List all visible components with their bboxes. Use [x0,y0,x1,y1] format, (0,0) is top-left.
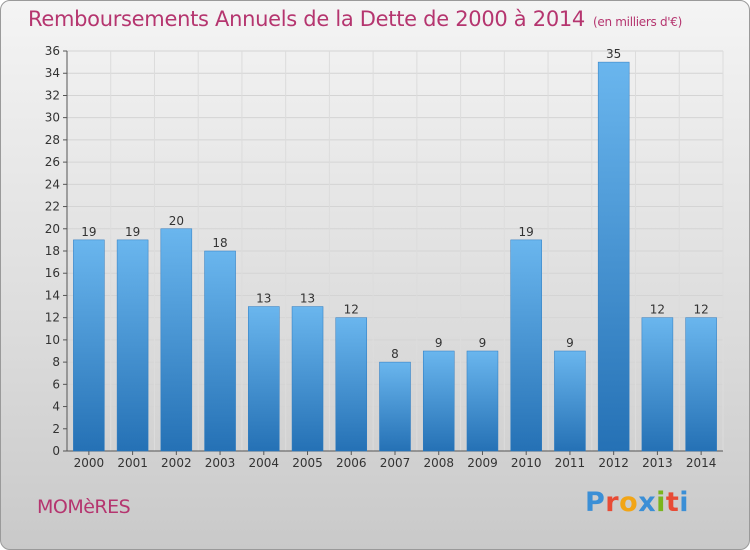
bar-2001 [116,239,149,452]
y-tick-label: 12 [45,311,60,325]
data-label: 9 [479,336,487,350]
y-tick-label: 30 [45,111,60,125]
y-tick-label: 14 [45,288,60,302]
bar-2014 [685,317,717,452]
y-tick-label: 4 [52,400,60,414]
bar-2007 [379,361,411,452]
y-tick-label: 10 [45,333,60,347]
y-tick-label: 34 [45,66,60,80]
data-label: 18 [212,236,227,250]
x-tick-label: 2013 [642,456,673,470]
y-tick-label: 18 [45,244,60,258]
data-label: 12 [650,303,665,317]
x-tick-label: 2002 [161,456,192,470]
data-label: 35 [606,47,621,61]
x-tick-label: 2005 [292,456,323,470]
bar-2003 [204,250,236,452]
x-tick-label: 2009 [467,456,498,470]
bar-2004 [248,306,280,452]
x-tick-label: 2004 [249,456,280,470]
bars [73,61,717,452]
chart-title: Remboursements Annuels de la Dette de 20… [28,7,682,31]
x-tick-label: 2007 [380,456,411,470]
logo-letter: o [619,487,639,518]
x-tick-label: 2010 [511,456,542,470]
bar-2000 [73,239,105,452]
y-tick-label: 24 [45,177,60,191]
y-tick-label: 2 [52,422,60,436]
x-tick-label: 2003 [205,456,236,470]
bar-2002 [160,228,193,452]
bar-2006 [335,317,368,452]
data-label: 19 [125,225,140,239]
logo-letter: t [665,487,680,518]
data-label: 12 [344,303,359,317]
y-tick-label: 22 [45,200,60,214]
bar-2012 [597,61,630,452]
data-label: 9 [435,336,443,350]
logo-letter: i [656,487,666,518]
logo-letter: r [605,487,620,518]
y-tick-label: 20 [45,222,60,236]
x-tick-label: 2008 [423,456,454,470]
x-tick-label: 2011 [555,456,586,470]
logo-letter: x [638,487,657,518]
data-label: 13 [256,292,271,306]
bar-2005 [291,306,324,452]
y-tick-label: 28 [45,133,60,147]
unit-label: (en milliers d'€) [593,15,683,29]
data-label: 20 [169,214,184,228]
x-tick-label: 2012 [598,456,629,470]
x-tick-label: 2000 [74,456,105,470]
y-tick-label: 0 [52,444,60,458]
data-label: 19 [519,225,534,239]
x-tick-label: 2001 [117,456,148,470]
bar-2013 [641,317,674,452]
y-tick-label: 16 [45,266,60,280]
y-tick-label: 8 [52,355,60,369]
title-text: Remboursements Annuels de la Dette de 20… [28,7,585,31]
bar-2011 [554,350,586,452]
commune-name: MOMèRES [37,496,131,518]
y-tick-label: 36 [45,44,60,58]
data-label: 12 [693,303,708,317]
x-tick-label: 2014 [686,456,717,470]
proxiti-logo[interactable]: Proxiti [585,487,689,518]
data-label: 8 [391,347,399,361]
y-tick-label: 32 [45,88,60,102]
bar-2010 [510,239,542,452]
data-labels: 19 19 20 18 13 13 12 8 9 9 19 9 35 12 12 [81,47,709,361]
logo-letter: P [585,487,606,518]
x-tick-label: 2006 [336,456,367,470]
bar-2008 [422,350,455,452]
data-label: 9 [566,336,574,350]
data-label: 13 [300,292,315,306]
bar-2009 [466,350,499,452]
data-label: 19 [81,225,96,239]
logo-letter: i [679,487,690,518]
y-tick-label: 26 [45,155,60,169]
y-tick-label: 6 [52,377,60,391]
